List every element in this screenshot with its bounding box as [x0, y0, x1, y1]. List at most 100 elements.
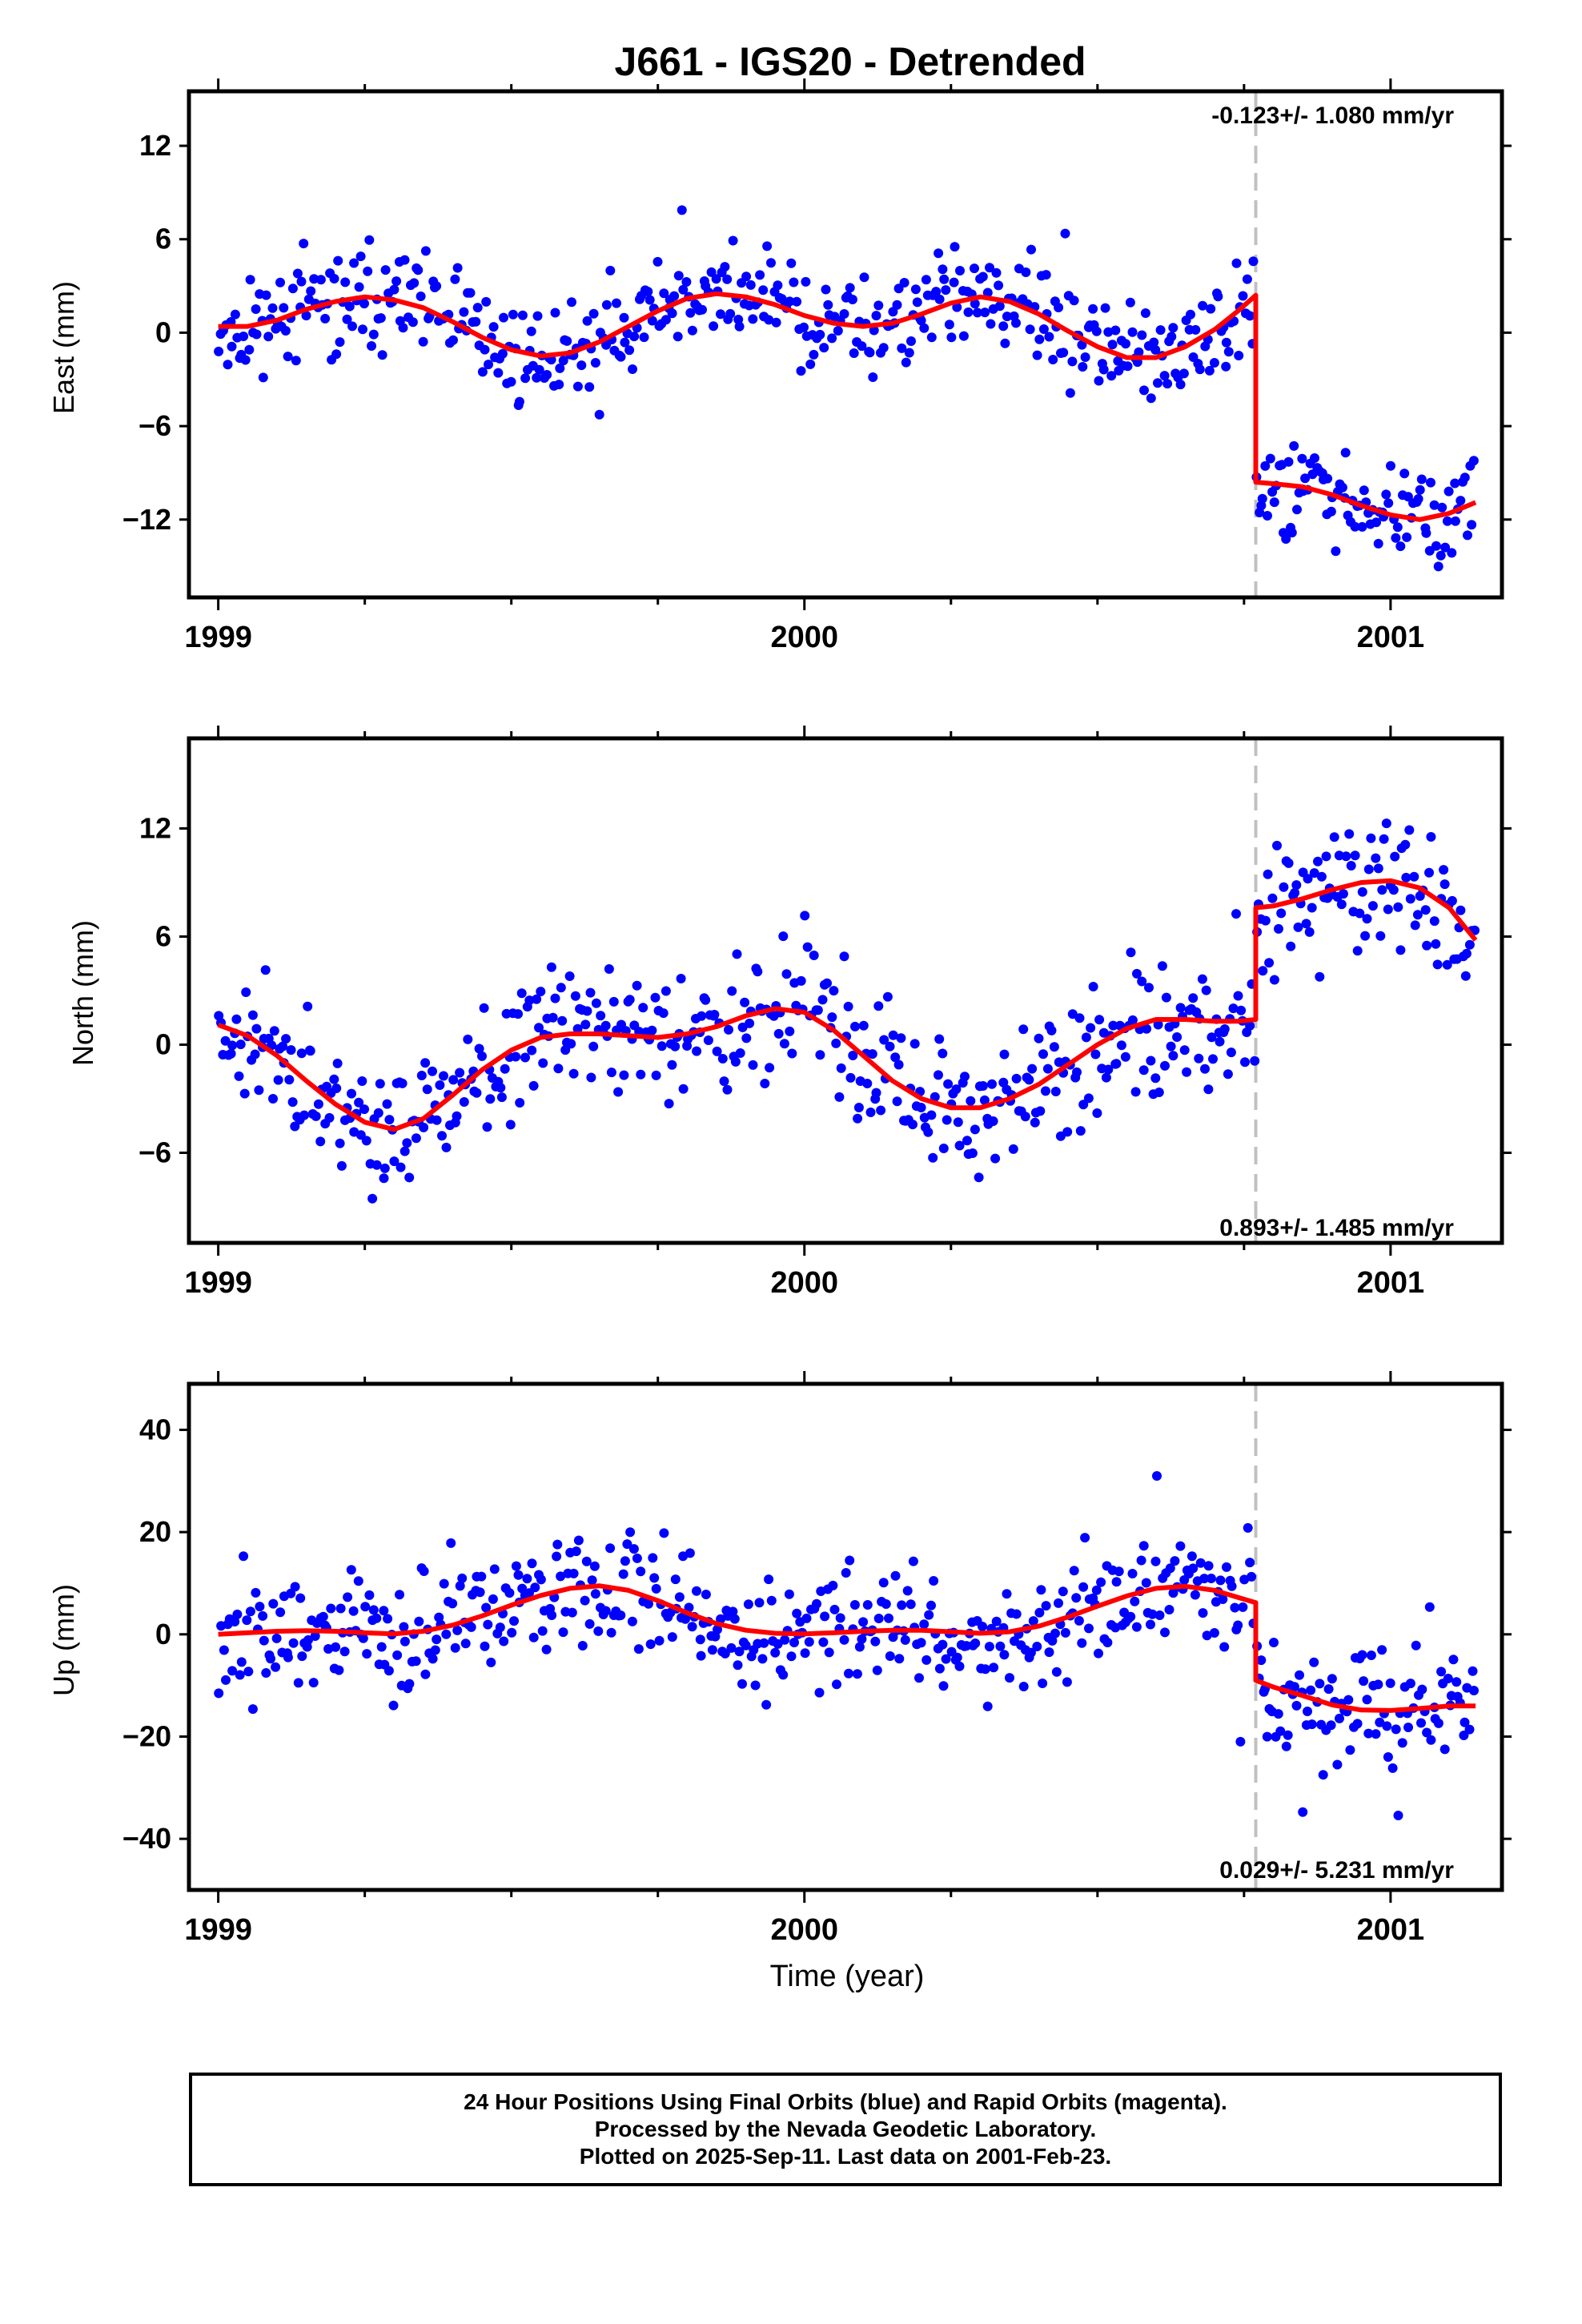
north-point: [678, 1084, 689, 1094]
north-point: [1267, 893, 1278, 903]
up-point: [1357, 1650, 1367, 1660]
east-point: [1447, 548, 1457, 558]
up-point: [1160, 1627, 1170, 1638]
east-point: [1032, 350, 1042, 360]
up-point: [214, 1688, 224, 1699]
east-point: [1248, 256, 1259, 267]
north-point: [1362, 914, 1372, 924]
east-point: [1149, 337, 1159, 348]
up-point: [1044, 1647, 1054, 1658]
east-point: [734, 321, 745, 332]
east-point: [355, 251, 366, 262]
north-point: [382, 1099, 392, 1109]
up-point: [844, 1668, 853, 1679]
north-point: [1412, 910, 1423, 920]
east-point: [1440, 542, 1451, 553]
north-point: [239, 1088, 250, 1099]
east-point: [1150, 344, 1161, 355]
north-point: [1250, 1055, 1260, 1066]
east-point: [1221, 337, 1231, 348]
east-point: [762, 241, 773, 251]
north-point: [938, 1048, 948, 1059]
north-point: [876, 1105, 886, 1116]
east-point: [358, 324, 367, 335]
up-point: [589, 1561, 600, 1571]
north-point: [227, 1040, 238, 1051]
north-point: [1078, 1100, 1089, 1110]
up-point: [1235, 1736, 1246, 1747]
up-point: [1050, 1628, 1060, 1638]
up-point: [308, 1678, 319, 1688]
north-point: [1150, 1073, 1161, 1084]
east-point: [1300, 473, 1311, 484]
north-point: [1424, 867, 1434, 878]
up-point: [766, 1595, 777, 1606]
up-point: [1468, 1666, 1478, 1676]
east-point: [1460, 472, 1470, 483]
north-point: [853, 1103, 864, 1112]
north-point: [636, 1069, 646, 1080]
up-point: [499, 1636, 509, 1647]
north-point: [1431, 939, 1441, 949]
up-point: [1034, 1607, 1045, 1618]
north-point: [538, 1058, 548, 1068]
east-point: [711, 274, 721, 284]
east-point: [904, 348, 914, 358]
east-point: [1431, 541, 1441, 551]
north-point: [1090, 1049, 1101, 1059]
north-point: [1024, 1075, 1034, 1085]
east-y-tick-label: −12: [122, 503, 171, 536]
up-point: [364, 1590, 375, 1600]
north-point: [1020, 1112, 1030, 1122]
north-point: [865, 1108, 876, 1117]
north-point: [1432, 959, 1443, 970]
north-point: [802, 942, 813, 952]
north-point: [831, 1038, 841, 1048]
up-point: [271, 1662, 281, 1672]
north-point: [546, 962, 556, 972]
up-point: [457, 1573, 468, 1583]
east-point: [584, 382, 595, 392]
up-point: [1275, 1726, 1286, 1736]
east-point: [418, 336, 428, 347]
east-point: [306, 286, 316, 296]
north-point: [1245, 1020, 1255, 1031]
east-point: [1223, 347, 1234, 357]
north-point: [1042, 1063, 1053, 1074]
east-point: [1337, 482, 1347, 493]
east-point: [728, 235, 738, 246]
north-point: [1383, 904, 1393, 915]
north-point: [287, 1097, 298, 1108]
up-point: [852, 1669, 862, 1679]
east-point: [1159, 371, 1170, 381]
north-point: [1074, 1013, 1085, 1023]
north-point: [511, 1051, 521, 1062]
up-point: [1069, 1566, 1079, 1576]
up-model-curve: [218, 1583, 1476, 1713]
east-point: [368, 329, 379, 340]
east-point: [1026, 244, 1036, 255]
up-point: [1416, 1718, 1426, 1728]
up-points: [214, 1471, 1479, 1820]
east-point: [1122, 361, 1133, 372]
up-point: [428, 1654, 438, 1664]
up-point: [1345, 1745, 1355, 1755]
east-point: [526, 326, 536, 336]
up-point: [1227, 1581, 1237, 1591]
east-point: [963, 307, 974, 317]
north-point: [1357, 887, 1367, 897]
east-point: [1373, 538, 1383, 549]
north-point: [923, 1127, 934, 1137]
up-point: [1436, 1667, 1447, 1677]
up-point: [1206, 1574, 1216, 1583]
up-point: [1309, 1657, 1319, 1667]
north-x-tick-label: 1999: [184, 1266, 252, 1300]
north-point: [397, 1078, 408, 1088]
east-point: [1011, 318, 1021, 328]
north-point: [550, 993, 560, 1003]
up-point: [1363, 1728, 1374, 1739]
up-point: [734, 1647, 745, 1657]
east-point: [1297, 453, 1307, 464]
north-point: [1260, 915, 1271, 926]
east-point: [497, 348, 508, 359]
